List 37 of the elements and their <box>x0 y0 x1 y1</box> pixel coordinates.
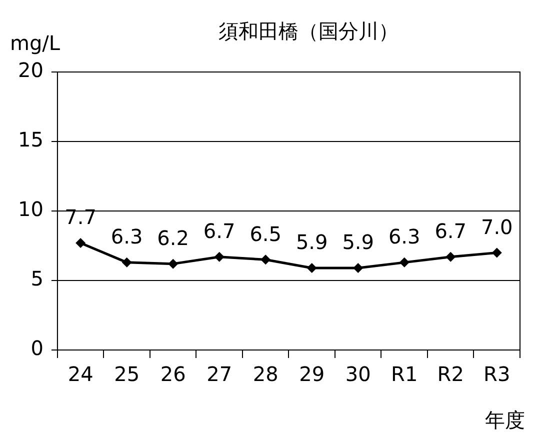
chart-title: 須和田橋（国分川） <box>218 19 399 44</box>
point <box>353 262 364 273</box>
x-tick-label: 26 <box>160 362 186 386</box>
y-tick-label: 0 <box>30 336 44 360</box>
point <box>260 254 271 265</box>
text: 6.7 <box>434 219 467 244</box>
x-tick-label: R1 <box>391 362 418 386</box>
point <box>168 258 178 269</box>
y-tick-label: 20 <box>18 58 44 82</box>
text: 6.2 <box>157 226 189 250</box>
x-tick-label: 30 <box>345 362 371 386</box>
x-tick-label: 27 <box>206 362 232 386</box>
text: 5.9 <box>296 230 328 254</box>
y-axis-title: mg/L <box>10 31 61 56</box>
y-tick-label: 10 <box>18 197 44 222</box>
x-tick-label: 29 <box>299 362 325 386</box>
x-axis-title: 年度 <box>485 408 525 432</box>
text: 6.7 <box>203 219 236 244</box>
point <box>306 262 317 273</box>
x-tick-label: 24 <box>68 362 94 386</box>
x-tick-label: 28 <box>252 362 278 386</box>
point <box>76 238 86 248</box>
y-tick-label: 5 <box>30 266 44 291</box>
point <box>446 252 456 262</box>
point <box>399 257 410 268</box>
text: 6.3 <box>388 224 420 249</box>
point <box>214 252 224 262</box>
text: 5.9 <box>342 230 374 254</box>
y-tick-label: 15 <box>18 128 44 152</box>
point <box>492 248 502 258</box>
x-tick-label: 25 <box>114 362 140 386</box>
text: 6.5 <box>250 222 282 246</box>
point <box>122 257 132 268</box>
x-tick-label: R3 <box>484 362 510 386</box>
text: 7.0 <box>480 214 513 239</box>
text: 6.3 <box>110 224 143 249</box>
x-tick-label: R2 <box>437 362 464 386</box>
